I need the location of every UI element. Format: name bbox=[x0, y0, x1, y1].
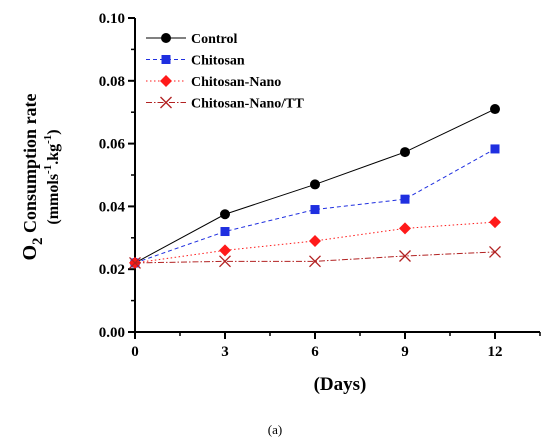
legend-marker bbox=[161, 55, 171, 64]
y-unit-sup1: -1 bbox=[42, 165, 54, 174]
data-point bbox=[489, 216, 501, 229]
x-ticks: 0 3 6 9 12 bbox=[131, 332, 541, 360]
x-tick-label: 6 bbox=[311, 344, 319, 360]
data-point bbox=[220, 209, 230, 220]
y-title-rest: Consumption rate bbox=[20, 93, 40, 237]
y-axis-title: O2 Consumption rate (mmols-1.kg-1) bbox=[19, 93, 62, 260]
y-title-main: O bbox=[19, 245, 41, 261]
x-tick-label: 12 bbox=[488, 344, 503, 360]
legend-item: Control bbox=[146, 32, 238, 47]
data-point bbox=[490, 144, 500, 154]
marker-x-stroke bbox=[309, 255, 321, 268]
data-point bbox=[399, 250, 411, 262]
series-chitosan bbox=[130, 144, 500, 268]
x-tick-label: 3 bbox=[221, 344, 229, 360]
x-axis-title: (Days) bbox=[314, 374, 367, 395]
legend-marker bbox=[161, 33, 171, 43]
y-unit-close: ) bbox=[45, 129, 62, 134]
data-point bbox=[400, 194, 410, 204]
y-tick-label: 0.06 bbox=[99, 137, 126, 153]
data-point bbox=[489, 245, 501, 258]
data-point bbox=[129, 256, 141, 269]
y-tick-label: 0.10 bbox=[99, 11, 125, 27]
svg-text:(mmols-1.kg-1): (mmols-1.kg-1) bbox=[42, 129, 62, 224]
data-point bbox=[219, 244, 231, 257]
y-tick-label: 0.04 bbox=[99, 199, 126, 215]
data-point bbox=[490, 104, 500, 115]
legend-marker bbox=[160, 96, 172, 109]
series-chitosan-nano-tt bbox=[129, 245, 501, 269]
y-title-sub: 2 bbox=[30, 237, 46, 245]
figure-caption: (a) bbox=[268, 422, 282, 437]
legend-label: Chitosan-Nano bbox=[191, 75, 281, 90]
legend-item: Chitosan-Nano bbox=[146, 75, 281, 90]
svg-text:O2 Consumption rate: O2 Consumption rate bbox=[19, 93, 46, 260]
legend-label: Chitosan-Nano/TT bbox=[191, 97, 304, 112]
y-unit-sup2: -1 bbox=[42, 135, 54, 144]
data-point bbox=[400, 147, 410, 158]
legend: Control Chitosan Chitosan-Nano Chitosan-Nan… bbox=[146, 32, 304, 112]
y-ticks: 0.00 0.02 0.04 0.06 0.08 0.10 bbox=[99, 11, 135, 341]
series-line bbox=[134, 148, 496, 264]
marker-x-stroke bbox=[129, 256, 141, 269]
plot-area: 0.000.020.040.060.080.10 0 3 6 9 12 ControlC… bbox=[99, 11, 541, 360]
y-unit-open: (mmols bbox=[45, 174, 62, 225]
legend-item: Chitosan bbox=[146, 54, 245, 69]
legend-label: Chitosan bbox=[191, 54, 245, 69]
data-point bbox=[310, 205, 320, 215]
series-layer bbox=[129, 104, 501, 269]
data-point bbox=[309, 255, 321, 268]
marker-x-stroke bbox=[489, 245, 501, 258]
y-unit-mid: .kg bbox=[45, 144, 62, 165]
data-point bbox=[399, 222, 411, 235]
legend-label: Control bbox=[191, 32, 238, 47]
data-point bbox=[309, 234, 321, 247]
legend-marker bbox=[160, 75, 172, 87]
data-point bbox=[310, 179, 320, 190]
y-tick-label: 0.08 bbox=[99, 74, 125, 90]
legend-item: Chitosan-Nano/TT bbox=[146, 97, 304, 112]
x-tick-label: 9 bbox=[401, 344, 409, 360]
series-line bbox=[134, 251, 496, 264]
data-point bbox=[220, 227, 230, 237]
data-point bbox=[219, 255, 231, 268]
marker-x-stroke bbox=[160, 96, 172, 109]
y-tick-label: 0.02 bbox=[99, 262, 125, 278]
marker-x-stroke bbox=[219, 255, 231, 268]
marker-x-stroke bbox=[399, 250, 411, 262]
x-tick-label: 0 bbox=[131, 344, 139, 360]
y-tick-label: 0.00 bbox=[99, 325, 125, 341]
